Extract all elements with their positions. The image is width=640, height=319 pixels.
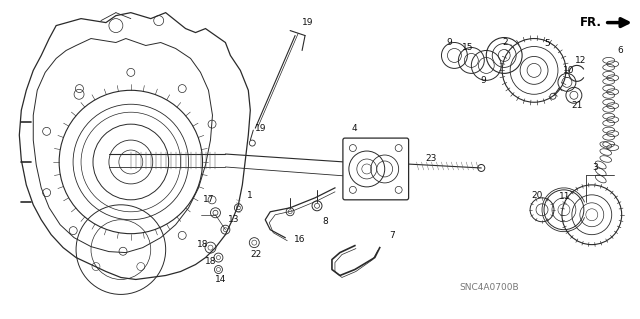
Text: 18: 18: [205, 257, 216, 266]
Text: 14: 14: [215, 275, 226, 284]
Text: 11: 11: [559, 192, 571, 201]
Text: 13: 13: [228, 215, 239, 224]
Text: 2: 2: [502, 38, 508, 47]
Text: 4: 4: [352, 124, 358, 133]
Text: 6: 6: [618, 46, 623, 55]
Text: 23: 23: [426, 153, 437, 162]
Text: FR.: FR.: [580, 16, 602, 29]
Text: 15: 15: [461, 43, 473, 52]
Text: 7: 7: [389, 231, 395, 240]
Text: SNC4A0700B: SNC4A0700B: [460, 283, 519, 292]
Text: 12: 12: [575, 56, 586, 65]
Text: 16: 16: [294, 235, 306, 244]
Text: 3: 3: [592, 163, 598, 173]
Text: 20: 20: [531, 191, 543, 200]
Text: 9: 9: [447, 38, 452, 47]
Text: 8: 8: [322, 217, 328, 226]
Text: 9: 9: [481, 76, 486, 85]
Text: 21: 21: [571, 101, 582, 110]
Text: 19: 19: [255, 124, 266, 133]
Text: 1: 1: [248, 191, 253, 200]
FancyBboxPatch shape: [343, 138, 408, 200]
Text: 17: 17: [203, 195, 214, 204]
Text: 18: 18: [196, 240, 208, 249]
Text: 22: 22: [251, 250, 262, 259]
Text: 19: 19: [302, 18, 314, 27]
Text: 10: 10: [563, 66, 575, 75]
Text: 5: 5: [544, 39, 550, 48]
